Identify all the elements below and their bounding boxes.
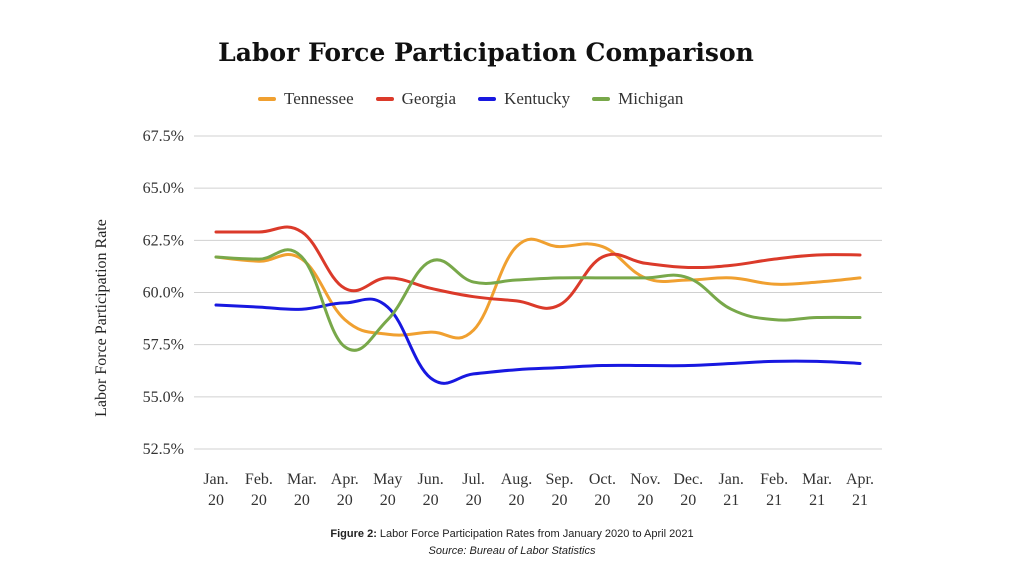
x-tick-label: Apr. 20: [331, 471, 359, 509]
y-tick-label: 57.5%: [143, 337, 184, 354]
series-line-tennessee: [214, 237, 862, 340]
x-tick-label: Sep. 20: [545, 471, 573, 509]
legend-swatch-michigan: [592, 97, 611, 101]
series-lines: [214, 225, 862, 385]
y-tick-label: 62.5%: [143, 232, 184, 249]
x-axis-ticks: Jan. 20 Feb. 20 Mar. 20 Apr. 20 May 20 Jun. 20 Jul. 2…: [203, 471, 874, 509]
legend-swatch-georgia: [375, 97, 394, 101]
x-tick-label: Apr. 21: [846, 471, 874, 509]
x-tick-label: Nov. 20: [630, 471, 661, 509]
legend-swatch-kentucky: [478, 97, 497, 101]
y-tick-label: 52.5%: [143, 441, 184, 458]
x-tick-label: Feb. 20: [245, 471, 273, 509]
x-tick-label: Mar. 20: [287, 471, 317, 509]
figure-source: Source: Bureau of Labor Statistics: [428, 545, 596, 557]
x-tick-label: Oct. 20: [589, 471, 616, 509]
figure-caption-label: Figure 2:: [330, 528, 377, 540]
chart-title: Labor Force Participation Comparison: [218, 38, 754, 67]
figure-caption: Figure 2: Labor Force Participation Rate…: [0, 528, 1024, 540]
y-axis-ticks: 67.5% 65.0% 62.5% 60.0% 57.5% 55.0% 52.5%: [143, 128, 184, 458]
x-tick-label: May 20: [373, 471, 402, 509]
legend-item-georgia: Georgia: [375, 89, 457, 109]
x-tick-label: Jun. 20: [418, 471, 444, 509]
legend-item-kentucky: Kentucky: [478, 89, 570, 109]
legend-label-georgia: Georgia: [401, 89, 457, 108]
figure-caption-text: Labor Force Participation Rates from Jan…: [379, 528, 694, 540]
x-tick-label: Jan. 21: [719, 471, 744, 509]
legend-swatch-tennessee: [258, 97, 276, 101]
series-line-georgia: [214, 225, 862, 310]
x-tick-label: Jul. 20: [462, 471, 485, 509]
legend-label-kentucky: Kentucky: [504, 89, 571, 108]
y-tick-label: 60.0%: [143, 285, 184, 302]
y-tick-label: 65.0%: [143, 180, 184, 197]
series-line-michigan: [214, 248, 862, 352]
gridlines: [194, 135, 882, 450]
x-tick-label: Jan. 20: [203, 471, 228, 509]
chart-legend: Tennessee Georgia Kentucky Michigan: [258, 88, 683, 110]
series-line-kentucky: [214, 297, 862, 385]
y-tick-label: 55.0%: [143, 389, 184, 406]
x-tick-label: Feb. 21: [760, 471, 788, 509]
legend-item-tennessee: Tennessee: [258, 89, 354, 109]
legend-item-michigan: Michigan: [592, 89, 683, 109]
legend-label-tennessee: Tennessee: [284, 89, 354, 108]
legend-label-michigan: Michigan: [618, 89, 684, 108]
x-tick-label: Aug. 20: [501, 471, 533, 509]
y-tick-label: 67.5%: [143, 128, 184, 145]
x-tick-label: Dec. 20: [673, 471, 703, 509]
x-tick-label: Mar. 21: [802, 471, 832, 509]
y-axis-label: Labor Force Participation Rate: [93, 219, 110, 417]
